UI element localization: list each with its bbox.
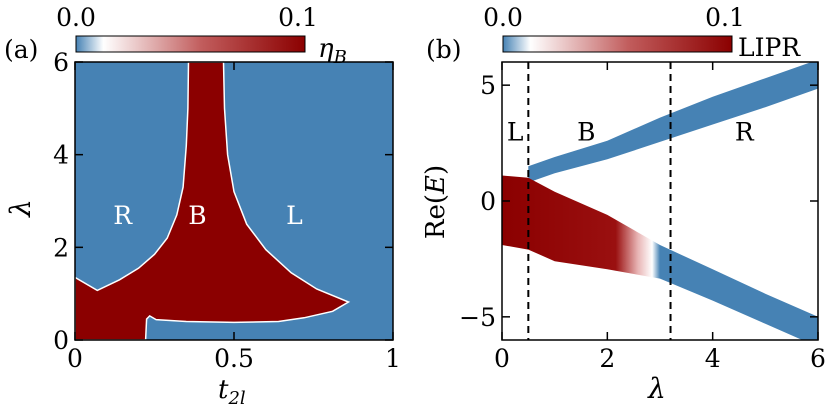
panel-a-label: (a) [4,35,38,64]
colorbar-a-label-sub: B [333,47,347,68]
panel-b-ytick-label: 5 [480,71,496,100]
colorbar-a [75,35,306,53]
panel-b-label: (b) [426,35,462,64]
lower-energy-band [502,175,818,340]
colorbar-a-label: ηB [318,34,347,68]
panel-a-xlabel-main: t [218,375,229,405]
panel-a-ytick-label: 6 [53,48,69,77]
panel-a-ytick-label: 2 [53,233,69,262]
panel-b-transition-lines [527,62,672,340]
panel-b-region-label-R: R [735,118,755,147]
panel-b-ytick-label: 0 [480,187,496,216]
panel-b-ylabel: Re(E) [421,165,451,239]
colorbar-a-min-label: 0.0 [56,3,96,32]
panel-a-xtick-label: 0 [67,344,83,373]
panel-a-xtick-label: 0.5 [214,344,254,373]
panel-a-ytick-label: 0 [53,326,69,355]
panel-b: 0 2 4 6 −5 0 5 L B R (b) 0.0 0.1 LIPR λ Re(E) [421,3,826,405]
colorbar-b-label: LIPR [738,33,801,62]
panel-b-xtick-label: 4 [705,344,721,373]
colorbar-b [502,35,733,53]
panel-b-xtick-label: 0 [494,344,510,373]
panel-a-region-label-B: B [188,201,206,230]
panel-b-ylabel-suffix: ) [421,165,451,175]
panel-a-region-label-L: L [286,201,303,230]
panel-a-xtick-label: 1 [385,344,401,373]
panel-a-xlabel: t2l [218,375,246,409]
bulk-region [75,62,351,340]
panel-b-xlabel: λ [647,372,666,405]
panel-b-xtick-label: 6 [810,344,826,373]
panel-a-region-label-R: R [113,201,133,230]
panel-b-region-label-L: L [507,118,524,147]
panel-b-ticks: 0 2 4 6 −5 0 5 [459,62,826,373]
colorbar-a-label-main: η [318,34,334,64]
panel-b-ylabel-prefix: Re( [421,194,451,239]
panel-b-ylabel-var: E [421,175,451,195]
colorbar-b-min-label: 0.0 [483,3,523,32]
panel-a-ytick-label: 4 [53,141,69,170]
panel-b-region-label-B: B [577,118,595,147]
upper-energy-band [528,62,818,183]
panel-b-xtick-label: 2 [599,344,615,373]
colorbar-b-max-label: 0.1 [705,3,745,32]
panel-a-ylabel: λ [4,199,37,218]
colorbar-a-max-label: 0.1 [278,3,318,32]
panel-b-ytick-label: −5 [459,303,496,332]
panel-a-ticks: 0 0.5 1 0 2 4 6 [53,48,401,373]
panel-a-xlabel-sub: 2l [227,388,245,409]
